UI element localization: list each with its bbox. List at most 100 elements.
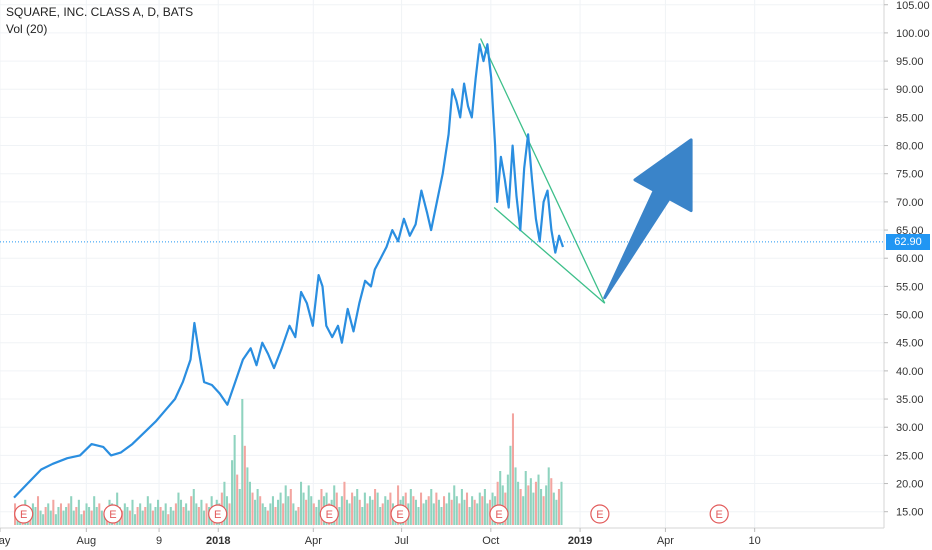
volume-bar — [552, 492, 555, 525]
volume-bar — [256, 489, 259, 525]
volume-bar — [49, 510, 52, 525]
volume-bar — [376, 492, 379, 525]
volume-bar — [307, 485, 310, 525]
volume-bar — [468, 507, 471, 525]
volume-bar — [547, 467, 550, 525]
volume-bar — [269, 503, 272, 525]
volume-bar — [266, 510, 269, 525]
volume-bar — [287, 496, 290, 525]
volume-bar — [320, 489, 323, 525]
volume-bar — [131, 499, 134, 525]
earnings-marker[interactable] — [208, 504, 228, 524]
volume-bar — [70, 496, 73, 525]
volume-bar — [136, 507, 139, 525]
volume-bar — [340, 496, 343, 525]
volume-bar — [264, 507, 267, 525]
volume-bar — [305, 499, 308, 525]
wedge-lower-line — [493, 207, 606, 304]
volume-bars — [14, 399, 563, 525]
volume-bar — [432, 503, 435, 525]
volume-bar — [537, 474, 540, 525]
volume-bar — [420, 492, 423, 525]
volume-bar — [315, 507, 318, 525]
volume-bar — [42, 514, 45, 525]
earnings-marker[interactable] — [319, 504, 339, 524]
earnings-marker-label: E — [109, 509, 116, 521]
volume-bar — [59, 503, 63, 525]
earnings-marker[interactable] — [390, 504, 410, 524]
volume-bar — [90, 510, 93, 525]
price-axis[interactable]: 15.00 20.00 25.00 30.00 35.00 40.00 45.00 50.00… — [884, 0, 930, 519]
volume-bar — [128, 510, 131, 525]
volume-bar — [300, 481, 303, 525]
volume-bar — [47, 503, 50, 525]
volume-bar — [422, 503, 425, 525]
volume-bar — [527, 485, 530, 525]
volume-bar — [483, 489, 486, 525]
volume-bar — [159, 507, 162, 525]
earnings-marker-label: E — [495, 509, 502, 521]
volume-bar — [509, 445, 512, 525]
volume-bar — [345, 499, 349, 525]
volume-bar — [52, 499, 55, 525]
volume-bar — [545, 485, 548, 525]
y-tick-label: 85.00 — [896, 112, 924, 124]
volume-bar — [514, 467, 517, 525]
volume-bar — [185, 503, 188, 525]
volume-bar — [202, 510, 206, 525]
volume-bar — [557, 489, 560, 525]
volume-bar — [231, 460, 234, 525]
x-tick-label: Apr — [305, 535, 322, 547]
volume-bar — [98, 503, 101, 525]
volume-bar — [88, 507, 91, 525]
volume-bar — [284, 485, 287, 525]
volume-bar — [448, 492, 451, 525]
y-tick-label: 95.00 — [896, 56, 924, 68]
y-tick-label: 20.00 — [896, 479, 924, 491]
volume-bar — [65, 507, 68, 525]
volume-bar — [39, 510, 42, 525]
volume-bar — [506, 474, 509, 525]
volume-bar — [205, 503, 208, 525]
volume-bar — [259, 496, 262, 525]
volume-bar — [103, 514, 106, 525]
up-arrow-annotation — [603, 138, 693, 300]
volume-bar — [386, 499, 389, 525]
volume-bar — [511, 413, 515, 525]
earnings-marker[interactable] — [103, 504, 123, 524]
volume-bar — [368, 496, 372, 525]
price-line — [13, 43, 565, 499]
volume-bar — [517, 481, 520, 525]
volume-bar — [44, 507, 47, 525]
volume-bar — [162, 510, 165, 525]
volume-bar — [141, 510, 144, 525]
time-axis[interactable]: May Aug 9 2018 Apr Jul Oct 2019 Apr 10 — [0, 528, 761, 547]
wedge-upper-line — [479, 38, 606, 304]
volume-bar — [80, 514, 83, 525]
earnings-marker[interactable] — [709, 504, 729, 524]
x-tick-label: May — [0, 535, 11, 547]
volume-bar — [157, 499, 160, 525]
volume-bar — [343, 481, 346, 525]
volume-indicator-label: Vol (20) — [6, 22, 48, 36]
volume-bar — [522, 496, 525, 525]
volume-bar — [251, 492, 254, 525]
volume-bar — [414, 499, 417, 525]
volume-bar — [555, 499, 558, 525]
volume-bar — [144, 507, 147, 525]
earnings-marker[interactable] — [489, 504, 509, 524]
earnings-marker-label: E — [214, 509, 221, 521]
volume-bar — [248, 481, 251, 525]
volume-bar — [351, 492, 354, 525]
earnings-marker-label: E — [716, 509, 723, 521]
y-tick-label: 25.00 — [896, 450, 924, 462]
x-tick-label: 9 — [156, 535, 162, 547]
earnings-marker[interactable] — [590, 504, 610, 524]
earnings-marker[interactable] — [14, 504, 34, 524]
volume-bar — [435, 492, 438, 525]
volume-bar — [317, 499, 320, 525]
y-tick-label: 100.00 — [896, 28, 930, 40]
y-tick-label: 35.00 — [896, 394, 924, 406]
volume-bar — [197, 507, 200, 525]
